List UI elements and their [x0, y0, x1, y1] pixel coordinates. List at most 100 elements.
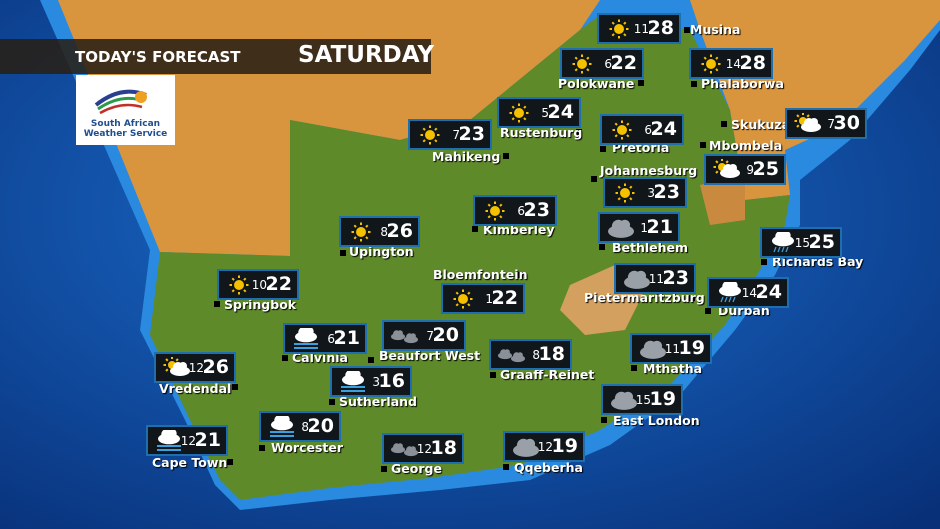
forecast-box-polokwane: 6 22 [560, 48, 644, 79]
sun-icon [609, 19, 629, 39]
city-marker-johannesburg [591, 176, 597, 182]
saws-logo-text: South African Weather Service [76, 119, 175, 139]
forecast-box-mahikeng: 7 23 [408, 119, 492, 150]
city-marker-mbombela [700, 142, 706, 148]
min-temp: 11 [664, 342, 680, 356]
city-label-johannesburg: Johannesburg [600, 163, 698, 178]
max-temp: 21 [646, 216, 673, 238]
city-label-upington: Upington [349, 244, 414, 259]
min-temp: 11 [633, 22, 649, 36]
city-label-mahikeng: Mahikeng [432, 149, 501, 164]
max-temp: 19 [678, 337, 705, 359]
city-label-musina: Musina [690, 22, 741, 37]
city-marker-calvinia [282, 355, 288, 361]
forecast-box-vredendal: 12 26 [154, 352, 236, 383]
city-marker-polokwane [638, 80, 644, 86]
city-marker-richards-bay [761, 259, 767, 265]
min-temp: 12 [188, 361, 204, 375]
city-marker-bloemfontein [517, 272, 523, 278]
max-temp: 21 [194, 429, 221, 451]
min-temp: 7 [452, 128, 460, 142]
min-temp: 5 [541, 106, 549, 120]
city-marker-rustenburg [576, 129, 582, 135]
fog-icon [341, 371, 365, 392]
max-temp: 28 [647, 17, 674, 39]
min-temp: 9 [746, 163, 754, 177]
city-label-polokwane: Polokwane [558, 76, 635, 91]
min-temp: 12 [416, 442, 432, 456]
saws-logo-mark [94, 89, 147, 115]
city-marker-george [381, 466, 387, 472]
max-temp: 19 [551, 435, 578, 457]
city-marker-sutherland [329, 399, 335, 405]
min-temp: 6 [644, 123, 652, 137]
forecast-day: SATURDAY [298, 42, 435, 68]
forecast-title: TODAY'S FORECAST [75, 48, 241, 66]
forecast-box-mbombela: 9 25 [704, 154, 786, 185]
city-label-cape-town: Cape Town [152, 455, 228, 470]
city-label-springbok: Springbok [224, 297, 297, 312]
min-temp: 10 [251, 278, 267, 292]
cloud-icon [611, 391, 637, 410]
city-marker-bethlehem [599, 244, 605, 250]
forecast-box-bethlehem: 1 21 [598, 212, 680, 243]
cloud-icon [624, 270, 650, 289]
city-marker-springbok [214, 301, 220, 307]
forecast-box-george: 12 18 [382, 433, 464, 464]
forecast-box-mthatha: 11 19 [630, 333, 712, 364]
sun-icon [509, 103, 529, 123]
min-temp: 8 [532, 348, 540, 362]
max-temp: 20 [307, 415, 334, 437]
sun-icon [420, 125, 440, 145]
scattered-cloud-icon [391, 330, 418, 344]
forecast-box-johannesburg: 3 23 [603, 177, 687, 208]
forecast-box-musina: 11 28 [597, 13, 681, 44]
city-marker-graaff-reinet [490, 372, 496, 378]
max-temp: 20 [432, 324, 459, 346]
forecast-box-pietermaritzburg: 11 23 [614, 263, 696, 294]
city-marker-worcester [259, 445, 265, 451]
max-temp: 23 [523, 199, 550, 221]
forecast-box-skukuza: 7 30 [785, 108, 867, 139]
min-temp: 1 [640, 221, 648, 235]
logo-line2: Weather Service [83, 129, 168, 139]
partly-cloudy-icon [163, 357, 190, 376]
scattered-cloud-icon [498, 349, 525, 363]
min-temp: 15 [635, 393, 651, 407]
min-temp: 8 [301, 420, 309, 434]
cloud-icon [608, 219, 634, 238]
min-temp: 8 [380, 225, 388, 239]
city-marker-upington [340, 250, 346, 256]
city-marker-beaufort-west [368, 357, 374, 363]
max-temp: 22 [491, 287, 518, 309]
max-temp: 16 [378, 370, 405, 392]
sun-icon [615, 183, 635, 203]
city-marker-pretoria [600, 146, 606, 152]
city-label-qqeberha: Qqeberha [514, 460, 583, 475]
city-marker-mthatha [631, 365, 637, 371]
city-label-george: George [391, 461, 442, 476]
min-temp: 3 [647, 186, 655, 200]
city-marker-pietermaritzburg [689, 295, 695, 301]
forecast-box-bloemfontein: 1 22 [441, 283, 525, 314]
forecast-box-upington: 8 26 [339, 216, 420, 247]
forecast-box-calvinia: 6 21 [283, 323, 367, 354]
forecast-box-graaff-reinet: 8 18 [489, 339, 572, 370]
city-label-beaufort-west: Beaufort West [379, 348, 481, 363]
partly-cloudy-icon [713, 159, 740, 178]
city-label-bloemfontein: Bloemfontein [433, 267, 528, 282]
min-temp: 12 [180, 434, 196, 448]
min-temp: 6 [604, 57, 612, 71]
min-temp: 3 [372, 375, 380, 389]
fog-icon [270, 416, 294, 437]
rain-icon [719, 282, 741, 303]
max-temp: 19 [649, 388, 676, 410]
city-marker-vredendal [232, 384, 238, 390]
max-temp: 24 [755, 281, 782, 303]
forecast-box-springbok: 10 22 [217, 269, 299, 300]
min-temp: 11 [648, 272, 664, 286]
city-marker-east-london [601, 417, 607, 423]
city-label-worcester: Worcester [271, 440, 344, 455]
city-label-sutherland: Sutherland [339, 394, 417, 409]
max-temp: 26 [386, 220, 413, 242]
